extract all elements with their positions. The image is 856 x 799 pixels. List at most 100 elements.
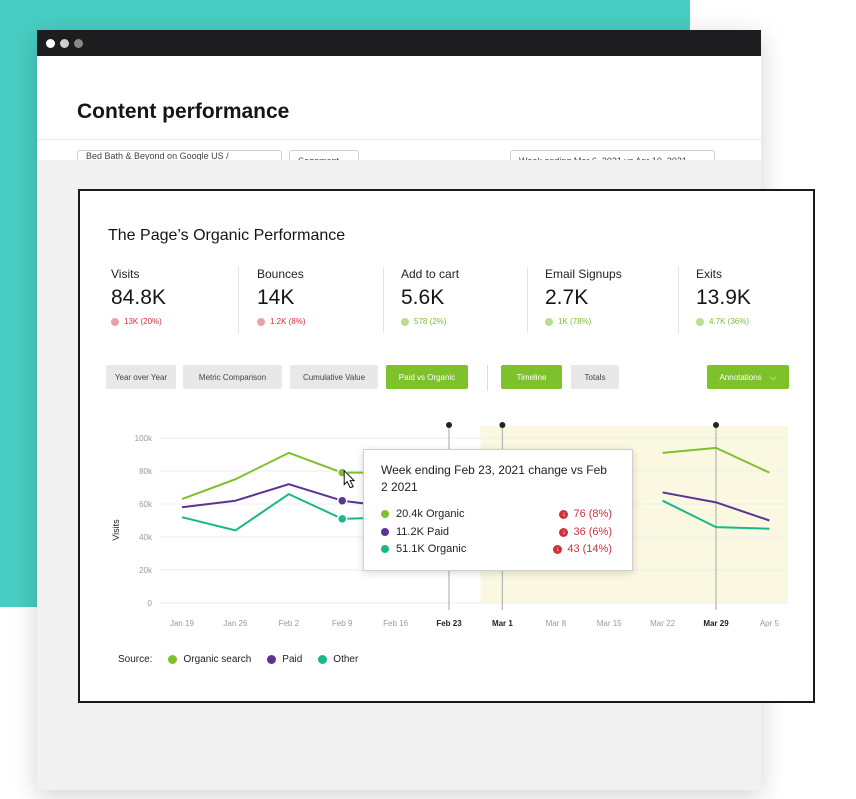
metric-change: 578 (2%) — [401, 317, 459, 326]
metric-value: 14K — [257, 286, 295, 309]
card-title: The Page’s Organic Performance — [108, 227, 346, 244]
y-tick-label: 0 — [148, 599, 153, 608]
arrow-down-circle-icon: ↓ — [559, 509, 569, 519]
annotations-dropdown[interactable]: Annotations ⌵ — [707, 365, 789, 389]
y-tick-label: 40k — [139, 533, 153, 542]
metric-change-text: 1.2K (8%) — [270, 317, 306, 326]
x-tick-label: Feb 16 — [383, 619, 408, 628]
metric-label: Exits — [696, 267, 723, 281]
legend-dot — [318, 655, 328, 664]
x-tick-label: Feb 23 — [436, 619, 462, 628]
page-title: Content performance — [77, 100, 290, 123]
arrow-up-circle-icon — [696, 317, 704, 326]
metric-change-text: 4.7K (36%) — [709, 317, 750, 326]
header-divider — [37, 139, 761, 140]
arrow-down-circle-icon: ↓ — [553, 544, 563, 554]
tooltip-row-label: 20.4k Organic — [396, 508, 465, 520]
legend-dot — [267, 655, 277, 664]
x-tick-label: Mar 8 — [546, 619, 567, 628]
tooltip-row-change: ↓ 36 (6%) — [559, 526, 612, 538]
metric-change-text: 13K (20%) — [124, 317, 162, 326]
chart-legend: Source: Organic search Paid Other — [118, 654, 358, 665]
metric-divider — [678, 267, 679, 333]
metric-change-text: 578 (2%) — [414, 317, 447, 326]
window-minimize-dot[interactable] — [60, 38, 69, 48]
x-tick-label: Apr 5 — [760, 619, 780, 628]
series-line-other — [181, 493, 770, 532]
arrow-up-circle-icon — [401, 317, 409, 326]
chart-tooltip: Week ending Feb 23, 2021 change vs Feb 2… — [363, 449, 633, 571]
x-tick-label: Mar 15 — [597, 619, 622, 628]
tooltip-row-other: 51.1K Organic ↓ 43 (14%) — [381, 541, 612, 557]
annotation-dot — [499, 422, 506, 428]
tooltip-row-change-text: 76 (8%) — [573, 508, 612, 520]
tooltip-row-change: ↓ 43 (14%) — [553, 543, 612, 555]
metrics-row: Visits 84.8K 13K (20%) Bounces 14K 1.2K … — [108, 267, 798, 335]
legend-label: Organic search — [183, 654, 252, 665]
metric-exits: Exits 13.9K 4.7K (36%) — [696, 267, 751, 333]
y-tick-label: 60k — [139, 500, 153, 509]
paid-vs-organic-button[interactable]: Paid vs Organic — [386, 365, 468, 389]
button-group-divider — [487, 365, 488, 391]
metric-label: Add to cart — [401, 267, 460, 281]
metric-visits: Visits 84.8K 13K (20%) — [111, 267, 166, 333]
tooltip-row-paid: 11.2K Paid ↓ 36 (6%) — [381, 524, 612, 540]
hover-point — [336, 513, 348, 525]
metric-value: 2.7K — [545, 286, 589, 309]
metric-value: 5.6K — [401, 286, 445, 309]
tooltip-row-change: ↓ 76 (8%) — [559, 508, 612, 520]
series-dot — [381, 545, 389, 553]
legend-prefix: Source: — [118, 654, 153, 665]
annotation-dot — [446, 422, 452, 428]
hover-point — [336, 495, 348, 506]
year-over-year-button[interactable]: Year over Year — [106, 365, 176, 389]
metric-value: 84.8K — [111, 286, 166, 309]
window-titlebar — [37, 30, 761, 56]
y-tick-label: 20k — [139, 566, 153, 575]
tooltip-row-change-text: 36 (6%) — [573, 526, 612, 538]
legend-item-organic[interactable]: Organic search — [168, 654, 251, 665]
metric-add-to-cart: Add to cart 5.6K 578 (2%) — [401, 267, 459, 333]
metric-email-signups: Email Signups 2.7K 1K (78%) — [545, 267, 622, 333]
window-close-dot[interactable] — [46, 38, 55, 48]
cumulative-value-button[interactable]: Cumulative Value — [290, 365, 378, 389]
metric-divider — [527, 267, 528, 333]
tooltip-row-organic: 20.4k Organic ↓ 76 (8%) — [381, 506, 612, 522]
arrow-down-circle-icon — [111, 317, 119, 326]
y-tick-label: 100k — [135, 434, 153, 443]
legend-item-other[interactable]: Other — [318, 654, 358, 665]
arrow-down-circle-icon — [257, 317, 265, 326]
legend-label: Other — [333, 654, 359, 665]
tooltip-title: Week ending Feb 23, 2021 change vs Feb 2… — [381, 463, 607, 494]
x-tick-label: Jan 26 — [223, 619, 248, 628]
y-tick-label: 80k — [139, 467, 153, 476]
totals-button[interactable]: Totals — [571, 365, 619, 389]
metric-change-text: 1K (78%) — [558, 317, 592, 326]
metric-comparison-button[interactable]: Metric Comparison — [183, 365, 282, 389]
metric-label: Bounces — [257, 267, 304, 281]
tooltip-row-change-text: 43 (14%) — [567, 543, 612, 555]
metric-change: 4.7K (36%) — [696, 317, 751, 326]
metric-label: Visits — [111, 267, 140, 281]
legend-label: Paid — [282, 654, 303, 665]
timeline-button[interactable]: Timeline — [501, 365, 562, 389]
legend-item-paid[interactable]: Paid — [267, 654, 302, 665]
series-line-paid — [181, 483, 770, 522]
metric-value: 13.9K — [696, 286, 751, 309]
tooltip-row-label: 11.2K Paid — [396, 526, 450, 538]
x-tick-label: Feb 2 — [279, 619, 300, 628]
legend-dot — [168, 655, 178, 664]
arrow-down-circle-icon: ↓ — [559, 527, 569, 537]
chevron-down-icon: ⌵ — [769, 371, 777, 382]
series-dot — [381, 528, 389, 536]
y-axis-label: Visits — [111, 519, 121, 541]
window-maximize-dot[interactable] — [74, 38, 83, 48]
annotation-dot — [713, 422, 719, 428]
metric-change: 1K (78%) — [545, 317, 622, 326]
annotations-label: Annotations — [719, 372, 762, 382]
hand-pointer-icon — [343, 469, 356, 489]
performance-card: The Page’s Organic Performance Visits 84… — [78, 189, 815, 703]
tooltip-row-label: 51.1K Organic — [396, 543, 467, 555]
arrow-up-circle-icon — [545, 317, 553, 326]
